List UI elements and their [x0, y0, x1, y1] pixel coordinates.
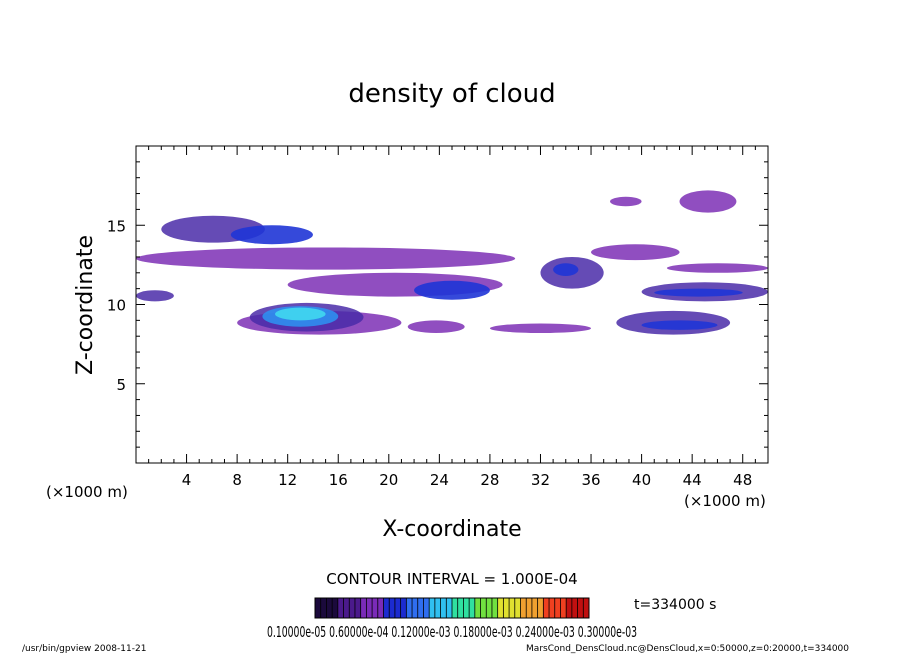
- colorbar-swatch-18: [417, 598, 424, 618]
- x-tick-label-24: 24: [430, 471, 449, 489]
- density-region-1: [230, 225, 313, 245]
- x-tick-label-40: 40: [632, 471, 651, 489]
- colorbar-swatch-8: [360, 598, 367, 618]
- colorbar-swatch-32: [497, 598, 504, 618]
- colorbar-swatch-0: [315, 598, 322, 618]
- colorbar-swatch-44: [566, 598, 573, 618]
- colorbar-swatch-13: [389, 598, 396, 618]
- colorbar-swatch-11: [377, 598, 384, 618]
- colorbar-swatch-17: [412, 598, 419, 618]
- colorbar-swatch-26: [463, 598, 470, 618]
- x-tick-label-4: 4: [182, 471, 192, 489]
- colorbar-swatch-3: [332, 598, 339, 618]
- y-axis-label: Z-coordinate: [73, 235, 98, 375]
- density-region-4: [414, 280, 490, 300]
- colorbar-swatch-37: [526, 598, 533, 618]
- colorbar-frame: [314, 597, 590, 619]
- colorbar-swatch-29: [480, 598, 487, 618]
- density-region-12: [591, 244, 680, 261]
- cloud-density-field: [136, 190, 768, 335]
- colorbar-swatch-36: [520, 598, 527, 618]
- colorbar-swatch-38: [531, 598, 539, 618]
- x-tick-label-28: 28: [480, 471, 499, 489]
- x-unit-left: (×1000 m): [46, 483, 128, 501]
- colorbar-swatch-42: [554, 598, 561, 618]
- colorbar-swatch-34: [509, 598, 516, 618]
- x-tick-label-8: 8: [232, 471, 242, 489]
- plot-frame: [135, 145, 769, 464]
- colorbar-swatch-30: [486, 598, 493, 618]
- density-region-11: [489, 323, 592, 334]
- density-region-17: [666, 263, 768, 273]
- colorbar-swatch-19: [423, 598, 430, 618]
- density-region-2: [136, 247, 516, 270]
- density-region-9: [275, 307, 326, 321]
- y-tick-label-5: 5: [116, 376, 126, 394]
- colorbar: [314, 598, 590, 618]
- colorbar-swatch-4: [337, 598, 345, 618]
- colorbar-swatch-1: [320, 598, 327, 618]
- colorbar-swatch-23: [446, 598, 453, 618]
- colorbar-swatch-40: [543, 598, 550, 618]
- contour-interval-label: CONTOUR INTERVAL = 1.000E-04: [326, 570, 577, 588]
- footer-source: MarsCond_DensCloud.nc@DensCloud,x=0:5000…: [526, 644, 849, 654]
- density-region-14: [553, 263, 579, 276]
- colorbar-swatch-33: [503, 598, 510, 618]
- x-tick-label-44: 44: [683, 471, 702, 489]
- density-region-10: [407, 320, 465, 334]
- time-label: t=334000 s: [634, 597, 716, 613]
- x-unit-right: (×1000 m): [684, 492, 766, 510]
- colorbar-swatch-15: [400, 598, 407, 618]
- colorbar-swatch-39: [537, 598, 544, 618]
- colorbar-swatch-41: [549, 598, 556, 618]
- colorbar-swatch-45: [571, 598, 579, 618]
- density-region-21: [610, 196, 642, 207]
- colorbar-swatch-43: [560, 598, 567, 618]
- footer-program: /usr/bin/gpview 2008-11-21: [22, 644, 146, 654]
- colorbar-swatch-2: [326, 598, 333, 618]
- density-region-19: [641, 320, 718, 330]
- colorbar-swatch-47: [583, 598, 590, 618]
- colorbar-swatch-5: [343, 598, 350, 618]
- colorbar-swatch-46: [577, 598, 584, 618]
- x-tick-label-32: 32: [531, 471, 550, 489]
- density-region-16: [654, 288, 743, 297]
- x-tick-label-48: 48: [733, 471, 752, 489]
- density-region-5: [136, 290, 174, 302]
- x-tick-label-20: 20: [379, 471, 398, 489]
- colorbar-swatch-22: [440, 598, 447, 618]
- colorbar-swatch-14: [394, 598, 402, 618]
- chart-title: density of cloud: [348, 79, 555, 109]
- y-tick-label-10: 10: [107, 297, 126, 315]
- colorbar-swatch-7: [354, 598, 362, 618]
- x-axis-label: X-coordinate: [382, 517, 521, 542]
- colorbar-swatch-35: [514, 598, 521, 618]
- density-region-20: [679, 190, 737, 213]
- colorbar-swatch-16: [406, 598, 413, 618]
- colorbar-swatch-27: [469, 598, 476, 618]
- colorbar-swatch-6: [349, 598, 356, 618]
- colorbar-swatch-9: [366, 598, 373, 618]
- colorbar-swatch-21: [434, 598, 442, 618]
- x-tick-label-36: 36: [581, 471, 600, 489]
- colorbar-swatch-25: [457, 598, 464, 618]
- colorbar-swatch-28: [474, 598, 482, 618]
- colorbar-swatch-10: [372, 598, 379, 618]
- y-tick-label-15: 15: [107, 217, 126, 235]
- colorbar-labels: 0.10000e-05 0.60000e-04 0.12000e-03 0.18…: [267, 623, 637, 641]
- colorbar-swatch-12: [383, 598, 390, 618]
- colorbar-swatch-31: [491, 598, 499, 618]
- x-tick-label-16: 16: [329, 471, 348, 489]
- x-tick-label-12: 12: [278, 471, 297, 489]
- colorbar-swatch-20: [429, 598, 436, 618]
- colorbar-swatch-24: [452, 598, 459, 618]
